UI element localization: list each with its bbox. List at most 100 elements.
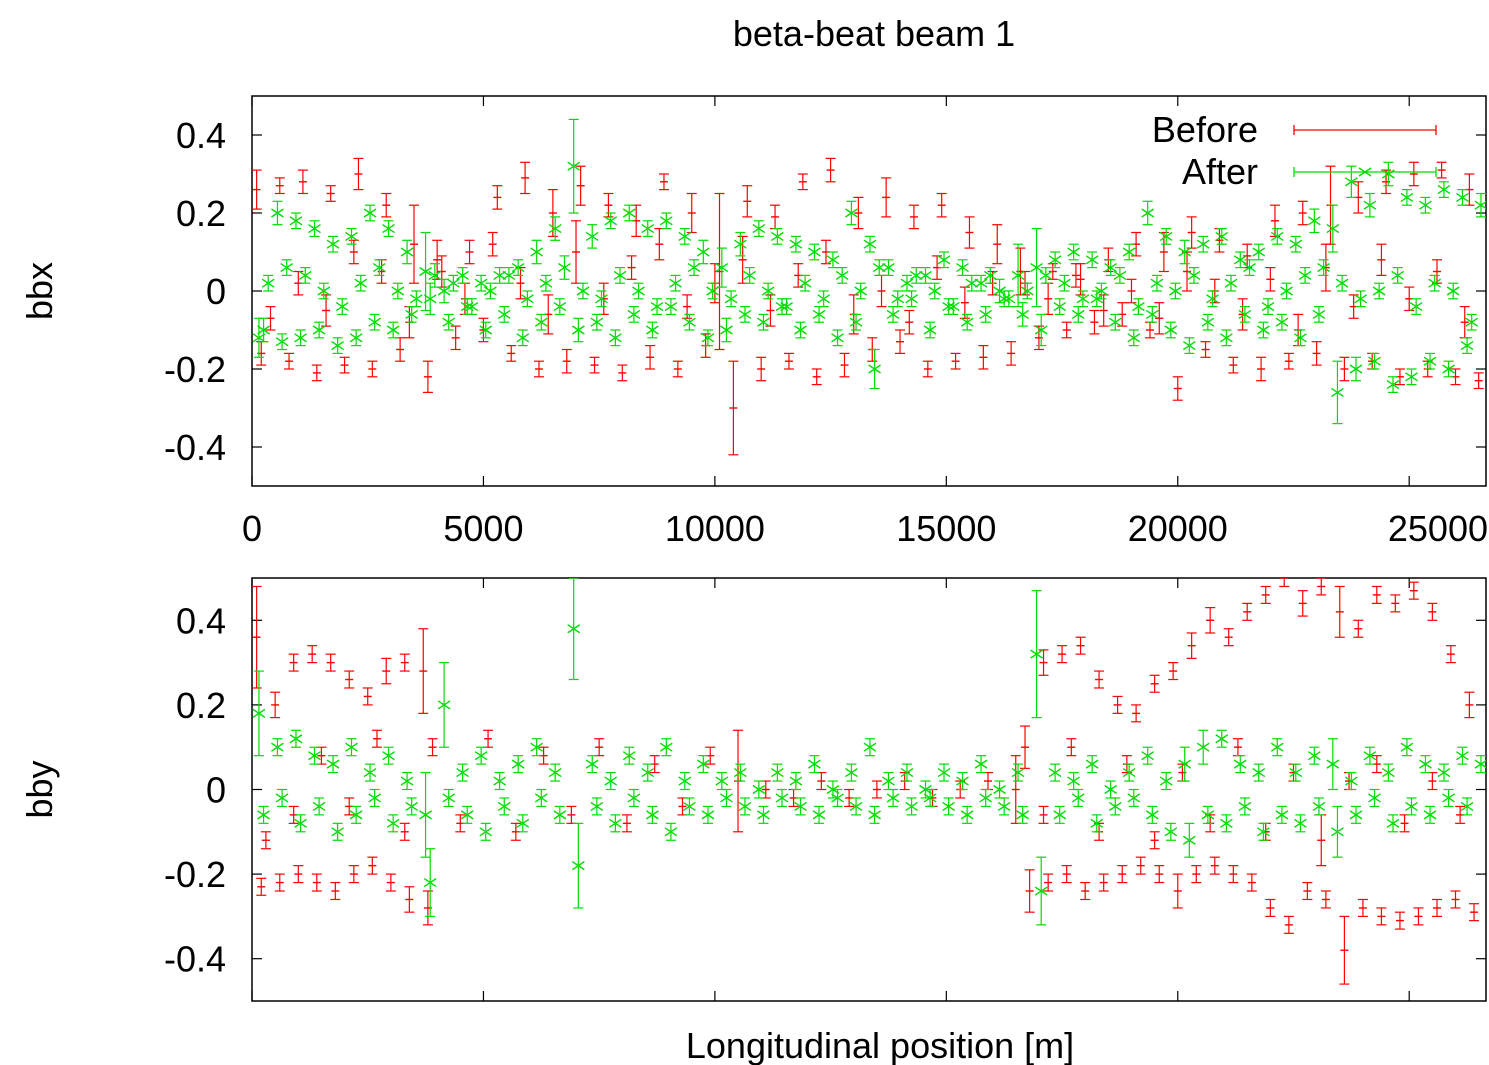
before-point: [432, 239, 443, 280]
before-point: [728, 360, 739, 456]
before-point: [422, 360, 433, 393]
before-point: [1154, 865, 1165, 884]
after-point: [590, 797, 604, 816]
cross-marker: [1067, 247, 1081, 257]
before-point: [1265, 898, 1276, 918]
after-point: [558, 255, 571, 280]
before-point: [348, 865, 359, 884]
cross-marker: [678, 231, 692, 241]
y-tick-label: 0: [206, 770, 226, 811]
cross-marker: [937, 255, 951, 265]
after-point: [312, 321, 326, 339]
cross-marker: [706, 286, 719, 296]
after-point: [479, 321, 493, 339]
after-point: [1400, 738, 1414, 757]
cross-marker: [1048, 255, 1062, 265]
before-point: [1339, 915, 1350, 985]
before-point: [1334, 585, 1345, 638]
after-point: [900, 274, 914, 292]
cross-marker: [1437, 767, 1451, 778]
after-point: [1011, 763, 1025, 782]
cross-marker: [1233, 255, 1247, 265]
after-point: [882, 259, 895, 276]
cross-marker: [1057, 278, 1071, 288]
after-point: [696, 239, 710, 265]
before-point: [1242, 602, 1253, 621]
cross-marker: [345, 231, 358, 241]
before-point: [427, 738, 438, 757]
after-point: [409, 290, 423, 308]
cross-marker: [659, 216, 673, 226]
before-point: [409, 204, 420, 284]
cross-marker: [1261, 302, 1275, 312]
before-point: [645, 345, 656, 370]
before-point: [1455, 805, 1466, 824]
after-point: [1298, 267, 1312, 284]
cross-marker: [456, 270, 470, 280]
before-point: [404, 886, 415, 913]
before-point: [311, 364, 322, 382]
before-point: [978, 345, 989, 370]
after-point: [872, 259, 886, 276]
cross-marker: [1349, 810, 1363, 820]
cross-marker: [1280, 286, 1293, 296]
cross-marker: [1331, 387, 1344, 397]
cross-marker: [794, 325, 807, 335]
cross-marker: [743, 270, 756, 280]
before-point: [1200, 341, 1211, 358]
cross-marker: [1344, 177, 1358, 187]
cross-marker: [669, 278, 682, 288]
after-point: [1159, 771, 1173, 791]
after-point: [1257, 321, 1270, 339]
cross-marker: [942, 801, 956, 812]
after-point: [641, 763, 655, 782]
after-point: [326, 755, 340, 774]
before-point: [1154, 302, 1165, 335]
after-point: [1289, 763, 1303, 782]
cross-marker: [312, 325, 326, 335]
after-point: [604, 212, 618, 230]
y-axis-label: bby: [19, 760, 60, 818]
after-point: [1456, 189, 1469, 206]
after-point: [715, 771, 729, 791]
before-point: [1149, 831, 1160, 850]
cross-marker: [326, 239, 340, 249]
before-point: [1172, 376, 1183, 401]
cross-marker: [1405, 801, 1418, 812]
cross-marker: [1067, 776, 1081, 786]
before-point: [1209, 856, 1220, 875]
cross-marker: [567, 624, 581, 634]
cross-marker: [905, 801, 918, 812]
cross-marker: [479, 827, 493, 837]
after-point: [363, 204, 377, 222]
before-point: [1283, 352, 1294, 370]
before-point: [1269, 204, 1280, 237]
after-point: [1113, 267, 1127, 284]
after-point: [1071, 788, 1085, 808]
before-point: [617, 364, 628, 382]
before-point: [853, 196, 864, 230]
cross-marker: [808, 759, 821, 769]
cross-marker: [1326, 759, 1340, 769]
after-point: [567, 118, 581, 214]
after-point: [1145, 805, 1159, 824]
after-point: [1460, 337, 1474, 354]
cross-marker: [1016, 810, 1030, 820]
cross-marker: [317, 286, 331, 296]
cross-marker: [1164, 827, 1178, 837]
cross-marker: [817, 294, 831, 304]
after-point: [331, 822, 345, 841]
after-point: [423, 848, 437, 918]
after-point: [983, 267, 997, 284]
before-point: [325, 653, 336, 672]
before-point: [1168, 661, 1179, 681]
after-point: [1122, 763, 1136, 782]
after-point: [349, 329, 363, 347]
cross-marker: [845, 208, 858, 218]
after-point: [548, 763, 562, 782]
after-point: [308, 746, 321, 765]
before-point: [1024, 869, 1035, 913]
cross-marker: [715, 776, 729, 786]
after-point: [780, 298, 794, 315]
